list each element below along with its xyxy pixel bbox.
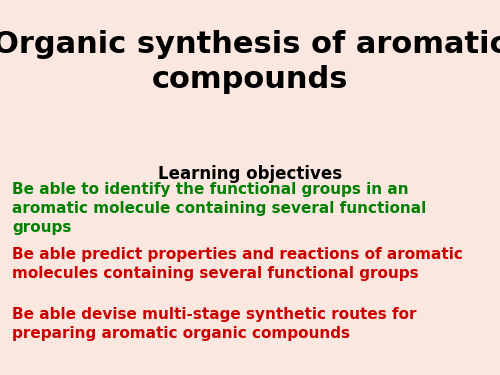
Text: Be able predict properties and reactions of aromatic
molecules containing severa: Be able predict properties and reactions… — [12, 247, 463, 281]
Text: Learning objectives: Learning objectives — [158, 165, 342, 183]
Text: Organic synthesis of aromatic
compounds: Organic synthesis of aromatic compounds — [0, 30, 500, 94]
Text: Be able devise multi-stage synthetic routes for
preparing aromatic organic compo: Be able devise multi-stage synthetic rou… — [12, 307, 416, 341]
Text: Be able to identify the functional groups in an
aromatic molecule containing sev: Be able to identify the functional group… — [12, 182, 426, 236]
